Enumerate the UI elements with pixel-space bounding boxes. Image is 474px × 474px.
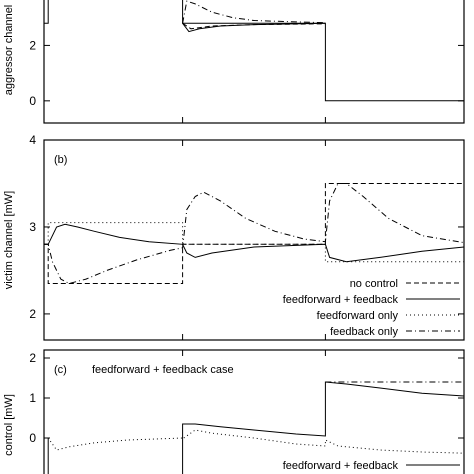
series-line-3 [182,22,326,30]
series-line-0 [44,0,464,102]
legend-entry: feedforward + feedback [283,460,460,472]
y-tick-label: 2 [29,307,36,321]
annotation: feedforward + feedback case [92,364,234,376]
y-tick-label: 1 [29,391,36,405]
plot-frame [43,0,465,124]
panel-aggressor: aggressor channel 02 [3,0,465,124]
legend: feedforward + feedback [283,460,460,472]
series-line-1 [44,429,465,454]
plot-frame [43,139,465,341]
plot-frame [43,349,465,474]
legend: no control feedforward + feedback feedfo… [283,278,460,338]
panel-label: (b) [54,154,67,166]
y-ticks: 2 3 4 [29,133,464,340]
legend-label: feedforward only [317,310,399,322]
legend-label: feedforward + feedback [283,294,399,306]
y-axis-label: aggressor channel [3,5,15,96]
panel-victim: (b) victim channel [mW] 2 3 4 no control f… [3,133,465,341]
y-axis-label: victim channel [mW] [3,191,15,289]
panel-control: (c) feedforward + feedback case control … [3,349,465,474]
legend-label: feedforward + feedback [283,460,399,472]
series-line-2 [182,22,326,33]
panel-label: (c) [54,364,67,376]
series-line-1 [44,223,465,263]
legend-label: no control [350,278,398,290]
series-group [44,381,465,474]
y-tick-label: 3 [29,220,36,234]
y-tick-label: 2 [29,351,36,365]
series-line-2 [44,222,464,263]
series-group [44,0,464,102]
legend-entry: feedforward only [317,310,460,322]
y-tick-label: 4 [29,133,36,147]
y-ticks: 0 1 2 [29,350,464,445]
y-tick-label: 0 [29,94,36,108]
series-group [44,183,465,285]
y-axis-label: control [mW] [3,394,15,456]
legend-label: feedback only [330,326,398,338]
y-tick-label: 2 [29,38,36,52]
series-line-0 [44,183,464,284]
series-line-3 [44,183,465,285]
legend-entry: feedforward + feedback [283,294,460,306]
legend-entry: no control [350,278,460,290]
y-tick-label: 0 [29,431,36,445]
y-ticks: 02 [29,38,464,123]
series-line-0 [44,381,465,474]
series-line-1 [182,0,326,24]
legend-entry: feedback only [330,326,460,338]
